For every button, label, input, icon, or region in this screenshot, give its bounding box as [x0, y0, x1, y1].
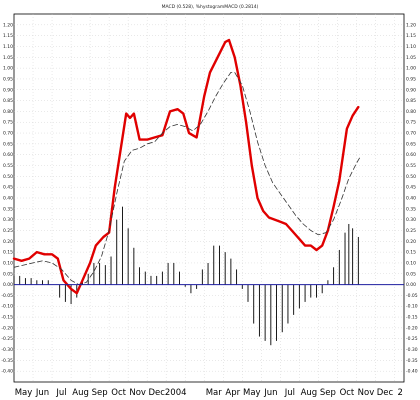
y-tick-label: 0.00	[3, 282, 13, 288]
y-tick-label: 1.15	[406, 33, 416, 39]
y-tick-label: 0.35	[406, 206, 416, 212]
y-tick-label: 0.90	[3, 87, 13, 93]
y-tick-label: 0.90	[406, 87, 416, 93]
y-tick-label: 1.05	[406, 55, 416, 61]
y-tick-label: 0.30	[406, 217, 416, 223]
signal-line	[13, 72, 361, 285]
y-tick-label: -0.15	[406, 315, 418, 321]
y-tick-label: 1.05	[3, 55, 13, 61]
y-tick-label: 0.65	[3, 141, 13, 147]
y-tick-label: 0.55	[3, 163, 13, 169]
y-tick-label: 0.80	[406, 109, 416, 115]
y-tick-label: -0.40	[406, 369, 418, 375]
y-tick-label: 0.20	[406, 239, 416, 245]
y-tick-label: -0.15	[1, 315, 13, 321]
y-tick-label: 0.40	[406, 196, 416, 202]
y-tick-label: 0.75	[406, 120, 416, 126]
y-tick-label: 0.25	[3, 228, 13, 234]
y-tick-label: 0.60	[3, 152, 13, 158]
x-tick-label: Aug	[301, 388, 318, 398]
x-tick-label: Nov	[129, 388, 146, 398]
x-tick-label: Jul	[284, 388, 295, 398]
x-tick-label: 2	[397, 388, 402, 398]
y-tick-label: 0.45	[3, 185, 13, 191]
y-tick-label: 0.55	[406, 163, 416, 169]
x-tick-label: Jun	[35, 388, 49, 398]
y-tick-label: 0.10	[3, 260, 13, 266]
y-tick-label: -0.05	[406, 293, 418, 299]
x-tick-label: Mar	[206, 388, 223, 398]
y-tick-label: -0.10	[406, 304, 418, 310]
y-tick-label: 0.05	[406, 271, 416, 277]
y-tick-label: 0.85	[3, 98, 13, 104]
y-tick-label: -0.40	[1, 369, 13, 375]
y-tick-label: 1.10	[406, 44, 416, 50]
y-tick-label: 0.25	[406, 228, 416, 234]
x-tick-label: Nov	[358, 388, 375, 398]
x-tick-label: Dec	[148, 388, 165, 398]
y-tick-label: 0.65	[406, 141, 416, 147]
x-tick-label: Dec	[377, 388, 394, 398]
y-tick-label: 0.10	[406, 260, 416, 266]
y-tick-label: 0.75	[3, 120, 13, 126]
y-tick-label: -0.20	[406, 325, 418, 331]
y-tick-label: 0.15	[406, 250, 416, 256]
y-tick-label: 1.20	[3, 22, 13, 28]
y-tick-label: 0.60	[406, 152, 416, 158]
macd-line	[12, 38, 360, 295]
y-tick-label: 1.00	[406, 66, 416, 72]
x-tick-label: Aug	[72, 388, 89, 398]
y-tick-label: 1.10	[3, 44, 13, 50]
x-tick-label: Jul	[55, 388, 66, 398]
x-tick-label: Sep	[320, 388, 336, 398]
y-tick-label: 0.95	[406, 76, 416, 82]
y-tick-label: 0.15	[3, 250, 13, 256]
y-tick-label: 0.50	[406, 174, 416, 180]
x-tick-label: Oct	[111, 388, 126, 398]
y-tick-label: -0.05	[1, 293, 13, 299]
y-tick-label: 0.85	[406, 98, 416, 104]
grid-lines	[14, 14, 404, 382]
y-tick-label: -0.35	[1, 358, 13, 364]
y-tick-label: -0.10	[1, 304, 13, 310]
y-tick-label: -0.30	[1, 347, 13, 353]
y-tick-label: 1.00	[3, 66, 13, 72]
y-tick-label: 0.30	[3, 217, 13, 223]
histogram	[13, 206, 359, 346]
series-lines	[12, 38, 361, 295]
y-tick-label: 0.80	[3, 109, 13, 115]
y-tick-label: 0.45	[406, 185, 416, 191]
y-tick-label: -0.35	[406, 358, 418, 364]
y-tick-label: 0.50	[3, 174, 13, 180]
x-tick-label: 2004	[165, 388, 187, 398]
y-tick-label: 0.40	[3, 196, 13, 202]
y-tick-label: 0.95	[3, 76, 13, 82]
y-tick-labels-left: 1.20 1.15 1.10 1.05 1.00 0.95 0.90 0.85 0.80 0.75…	[1, 22, 13, 374]
y-tick-label: 0.20	[3, 239, 13, 245]
y-tick-label: 1.15	[3, 33, 13, 39]
chart-title: MACD (0.528), %hystogramMACD (0.2814)	[162, 4, 259, 10]
y-tick-label: 1.20	[406, 22, 416, 28]
x-tick-labels: May Jun Jul Aug Sep Oct Nov Dec 2004 Mar Apr May Jun…	[15, 388, 403, 398]
y-tick-label: -0.30	[406, 347, 418, 353]
x-tick-label: Oct	[340, 388, 355, 398]
y-tick-label: -0.25	[406, 336, 418, 342]
y-tick-label: 0.70	[3, 131, 13, 137]
y-tick-labels-right: 1.20 1.15 1.10 1.05 1.00 0.95 0.90 0.85 0.80 0.75…	[406, 22, 418, 374]
y-tick-label: -0.25	[1, 336, 13, 342]
x-tick-label: Jun	[263, 388, 277, 398]
x-tick-label: Apr	[225, 388, 240, 398]
y-tick-label: 0.00	[406, 282, 416, 288]
y-tick-label: 0.35	[3, 206, 13, 212]
y-tick-label: 0.70	[406, 131, 416, 137]
x-tick-label: May	[15, 388, 33, 398]
x-tick-label: Sep	[92, 388, 108, 398]
y-tick-label: 0.05	[3, 271, 13, 277]
x-tick-label: May	[243, 388, 261, 398]
y-tick-label: -0.20	[1, 325, 13, 331]
